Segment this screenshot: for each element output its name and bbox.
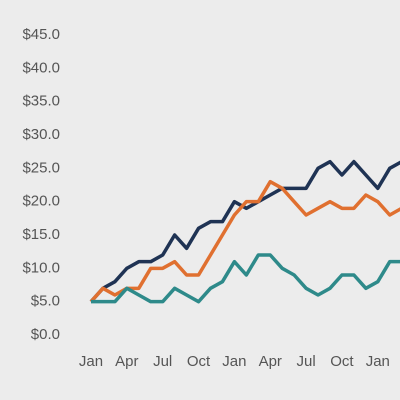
y-tick-label: $30.0: [22, 126, 60, 143]
y-tick-label: $35.0: [22, 93, 60, 110]
x-tick-label: Jul: [153, 353, 172, 370]
x-tick-label: Apr: [115, 353, 138, 370]
y-tick-label: $25.0: [22, 159, 60, 176]
x-tick-label: Apr: [259, 353, 282, 370]
y-tick-label: $45.0: [22, 26, 60, 43]
y-tick-label: $5.0: [31, 293, 60, 310]
y-tick-label: $15.0: [22, 226, 60, 243]
y-tick-label: $10.0: [22, 259, 60, 276]
y-tick-label: $0.0: [31, 326, 60, 343]
x-tick-label: Jan: [222, 353, 246, 370]
x-tick-label: Oct: [187, 353, 211, 370]
x-tick-label: Jan: [79, 353, 103, 370]
x-tick-label: Jan: [366, 353, 390, 370]
line-series: [91, 253, 400, 304]
x-tick-label: Oct: [330, 353, 354, 370]
line-series: [89, 179, 400, 303]
x-tick-label: Jul: [297, 353, 316, 370]
y-tick-label: $20.0: [22, 193, 60, 210]
y-tick-label: $40.0: [22, 59, 60, 76]
line-series: [89, 159, 400, 303]
